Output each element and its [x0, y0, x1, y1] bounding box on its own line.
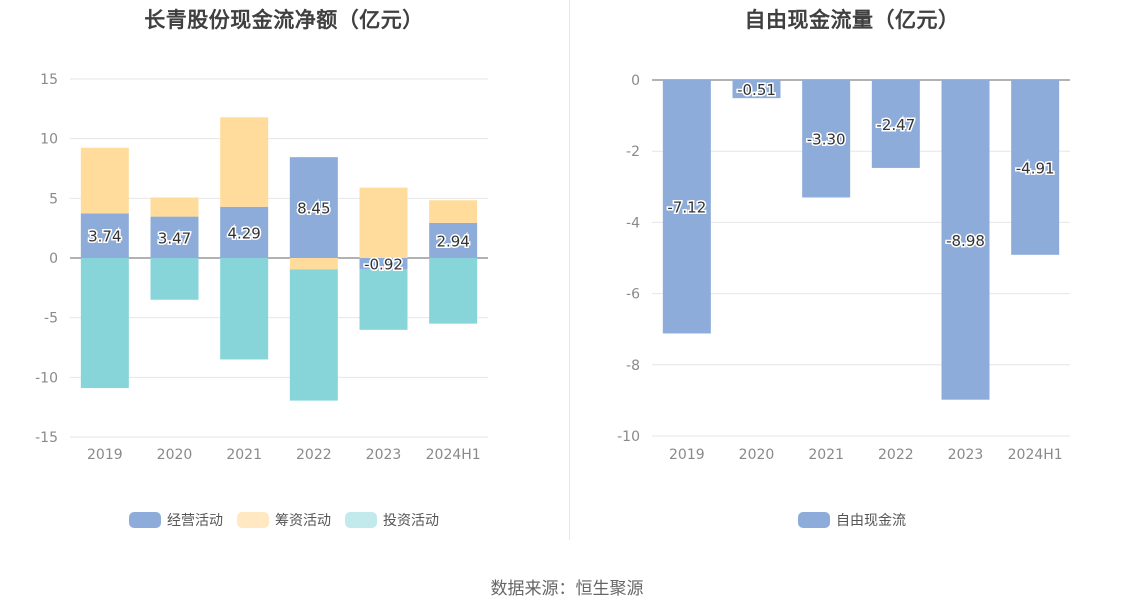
y-tick-label: 0: [631, 73, 640, 89]
x-tick-label: 2023: [948, 447, 984, 463]
y-tick-label: -10: [35, 370, 58, 386]
data-label: 8.45: [297, 200, 330, 218]
legend-swatch-free-cash-flow: [798, 512, 830, 528]
bar-financing[interactable]: [80, 147, 129, 214]
cash-flow-panel: 长青股份现金流净额（亿元） 15 10 5 0 -5 -10 -15 3.74 2019 3.47…: [0, 0, 568, 545]
data-label: -0.51: [737, 81, 776, 99]
y-tick-label: -4: [626, 215, 640, 231]
bar-free-cash-flow[interactable]: [732, 80, 781, 99]
legend-swatch-investing: [345, 512, 377, 528]
data-label: -0.92: [364, 255, 403, 273]
data-label: -7.12: [667, 199, 706, 217]
bar-free-cash-flow[interactable]: [871, 80, 920, 168]
x-tick-label: 2021: [808, 447, 844, 463]
y-tick-label: 5: [49, 191, 58, 207]
bar-investing[interactable]: [150, 258, 199, 300]
data-label: -3.30: [807, 131, 846, 149]
panel-divider: [569, 0, 570, 540]
x-tick-label: 2019: [87, 447, 123, 463]
bar-operating[interactable]: [429, 222, 478, 258]
bar-investing[interactable]: [359, 268, 408, 330]
data-source: 数据来源：恒生聚源: [490, 579, 644, 599]
bar-operating[interactable]: [220, 206, 269, 258]
bar-investing[interactable]: [289, 269, 338, 401]
legend-item-free-cash-flow[interactable]: 自由现金流: [798, 510, 906, 530]
data-label: -2.47: [876, 116, 915, 134]
bar-financing[interactable]: [220, 117, 269, 207]
y-tick-label: -5: [44, 311, 58, 327]
data-label: -8.98: [946, 232, 985, 250]
free-cash-flow-bar-chart: 0 -2 -4 -6 -8 -10 -7.12 2019 -0.51 2020 -3.30 2021 -…: [617, 73, 1070, 463]
legend-label-free-cash-flow: 自由现金流: [836, 513, 906, 529]
bar-investing[interactable]: [429, 258, 478, 324]
y-tick-label: -6: [626, 287, 640, 303]
bar-operating[interactable]: [289, 157, 338, 258]
x-tick-label: 2024H1: [426, 447, 481, 463]
x-tick-label: 2020: [739, 447, 775, 463]
data-label: 3.47: [158, 229, 191, 247]
y-tick-label: -15: [35, 430, 58, 446]
bar-free-cash-flow[interactable]: [941, 80, 990, 400]
x-tick-label: 2023: [366, 447, 402, 463]
x-tick-label: 2020: [157, 447, 193, 463]
bar-financing[interactable]: [150, 197, 199, 217]
legend-item-operating[interactable]: 经营活动: [129, 510, 223, 530]
bar-free-cash-flow[interactable]: [802, 80, 851, 198]
legend-label-investing: 投资活动: [383, 513, 439, 529]
data-label: -4.91: [1016, 159, 1055, 177]
bar-operating[interactable]: [150, 216, 199, 258]
x-tick-label: 2022: [296, 447, 332, 463]
bar-operating[interactable]: [80, 213, 129, 258]
bar-financing[interactable]: [429, 200, 478, 223]
free-cash-flow-panel: 自由现金流量（亿元） 0 -2 -4 -6 -8 -10 -7.12 2019 -0.51 202…: [570, 0, 1134, 545]
x-tick-label: 2024H1: [1008, 447, 1063, 463]
data-label: 2.94: [436, 232, 469, 250]
y-tick-label: -8: [626, 358, 640, 374]
bar-free-cash-flow[interactable]: [1011, 80, 1060, 255]
bar-investing[interactable]: [220, 258, 269, 360]
x-tick-label: 2021: [226, 447, 262, 463]
y-tick-label: -10: [617, 429, 640, 445]
legend-label-financing: 筹资活动: [275, 513, 331, 529]
bar-operating[interactable]: [359, 258, 408, 269]
y-tick-label: -2: [626, 144, 640, 160]
left-legend: 经营活动 筹资活动 投资活动: [0, 510, 568, 530]
left-chart-title: 长青股份现金流净额（亿元）: [144, 8, 424, 32]
right-chart-title: 自由现金流量（亿元）: [744, 8, 960, 32]
bar-free-cash-flow[interactable]: [662, 80, 711, 334]
x-tick-label: 2022: [878, 447, 914, 463]
legend-swatch-financing: [237, 512, 269, 528]
bar-financing[interactable]: [359, 187, 408, 258]
legend-label-operating: 经营活动: [167, 513, 223, 529]
data-label: 3.74: [88, 228, 121, 246]
data-label: 4.29: [227, 224, 260, 242]
bar-investing[interactable]: [80, 258, 129, 389]
right-legend: 自由现金流: [570, 510, 1134, 530]
y-tick-label: 15: [40, 72, 58, 88]
cash-flow-stacked-bar-chart: 15 10 5 0 -5 -10 -15 3.74 2019 3.47 2020 4.29 2021 8.…: [35, 72, 488, 463]
x-tick-label: 2019: [669, 447, 705, 463]
legend-item-financing[interactable]: 筹资活动: [237, 510, 331, 530]
y-tick-label: 10: [40, 132, 58, 148]
legend-swatch-operating: [129, 512, 161, 528]
legend-item-investing[interactable]: 投资活动: [345, 510, 439, 530]
bar-financing[interactable]: [289, 258, 338, 270]
y-tick-label: 0: [49, 251, 58, 267]
